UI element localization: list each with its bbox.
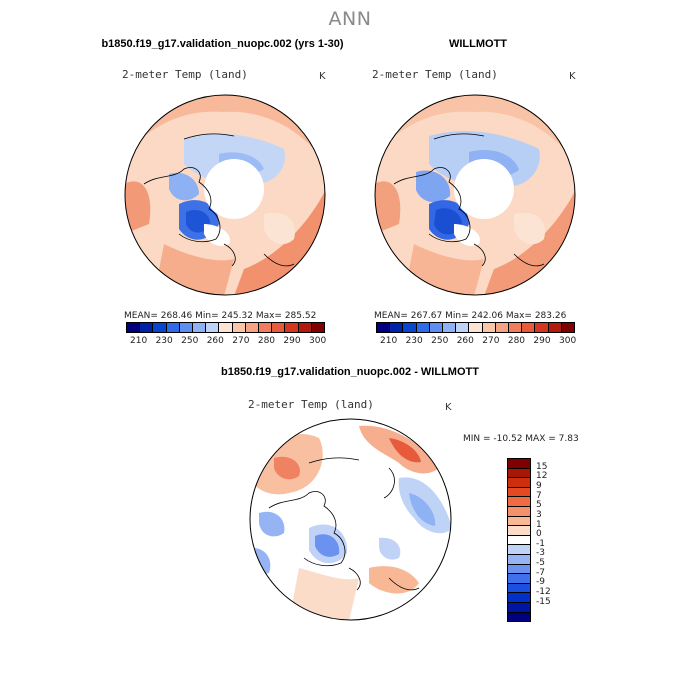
colorbar-swatch [508, 554, 530, 565]
panel-2-variable-label: 2-meter Temp (land) [372, 68, 498, 81]
colorbar-swatch [469, 323, 483, 332]
colorbar-swatch [548, 323, 562, 332]
colorbar-swatch [508, 468, 530, 479]
colorbar-swatch [508, 602, 530, 613]
colorbar-swatch [509, 323, 523, 332]
panel-1-polar-map [124, 94, 326, 296]
colorbar-swatch [206, 323, 220, 332]
colorbar-tick-label: -9 [536, 577, 545, 588]
colorbar-tick-label: 300 [559, 336, 577, 346]
colorbar-swatch [508, 487, 530, 498]
colorbar-swatch [298, 323, 312, 332]
colorbar-swatch [127, 323, 141, 332]
colorbar-swatch [443, 323, 457, 332]
colorbar-swatch [456, 323, 470, 332]
colorbar-swatch [561, 323, 575, 332]
panel-1-title: b1850.f19_g17.validation_nuopc.002 (yrs … [101, 38, 344, 50]
colorbar-swatch [508, 459, 530, 469]
panel-3-variable-label: 2-meter Temp (land) [248, 398, 374, 411]
colorbar-tick-label: 300 [309, 336, 327, 346]
colorbar-tick-label: 290 [533, 336, 551, 346]
panel-2-colorbar [376, 322, 575, 333]
colorbar-swatch [285, 323, 299, 332]
colorbar-tick-label: 12 [536, 471, 548, 482]
colorbar-tick-label: 9 [536, 480, 542, 491]
colorbar-swatch [259, 323, 273, 332]
colorbar-tick-label: 290 [283, 336, 301, 346]
panel-1-units-label: K [319, 71, 326, 82]
colorbar-tick-label: 15 [536, 461, 548, 472]
colorbar-swatch [153, 323, 167, 332]
panel-2-stats: MEAN= 267.67 Min= 242.06 Max= 283.26 [374, 311, 567, 321]
colorbar-tick-label: 1 [536, 519, 542, 530]
colorbar-tick-label: 3 [536, 509, 542, 520]
colorbar-tick-label: 210 [130, 336, 148, 346]
colorbar-swatch [179, 323, 194, 332]
colorbar-tick-label: 260 [456, 336, 474, 346]
colorbar-tick-label: 280 [507, 336, 526, 346]
colorbar-tick-label: 270 [232, 336, 250, 346]
colorbar-tick-label: 260 [206, 336, 224, 346]
colorbar-swatch [508, 574, 530, 584]
colorbar-swatch [508, 583, 530, 594]
figure-title: ANN [328, 8, 372, 30]
colorbar-tick-label: -15 [536, 596, 551, 607]
colorbar-swatch [272, 323, 286, 332]
colorbar-tick-label: 7 [536, 490, 542, 501]
panel-3-polar-map [249, 418, 452, 621]
colorbar-tick-label: 0 [536, 529, 542, 540]
panel-3-colorbar [507, 458, 531, 622]
colorbar-swatch [311, 323, 325, 332]
colorbar-swatch [232, 323, 246, 332]
colorbar-tick-label: -1 [536, 538, 545, 549]
colorbar-swatch [416, 323, 430, 332]
colorbar-tick-label: -12 [536, 587, 551, 598]
colorbar-swatch [193, 323, 207, 332]
colorbar-swatch [508, 516, 530, 527]
panel-1-colorbar [126, 322, 325, 333]
panel-3-units-label: K [445, 402, 452, 413]
colorbar-tick-label: 280 [257, 336, 276, 346]
colorbar-swatch [482, 323, 496, 332]
colorbar-tick-label: -7 [536, 567, 545, 578]
colorbar-tick-label: -3 [536, 548, 545, 559]
colorbar-swatch [508, 497, 530, 507]
colorbar-tick-label: 5 [536, 500, 542, 511]
colorbar-swatch [508, 593, 530, 603]
colorbar-tick-label: 230 [155, 336, 173, 346]
panel-2-title: WILLMOTT [448, 38, 508, 50]
panel-2-units-label: K [569, 71, 576, 82]
colorbar-swatch [535, 323, 549, 332]
colorbar-tick-label: 250 [431, 336, 449, 346]
colorbar-swatch [508, 526, 530, 536]
colorbar-tick-label: 210 [380, 336, 398, 346]
colorbar-swatch [508, 506, 530, 517]
panel-3-stats: MIN = -10.52 MAX = 7.83 [463, 434, 579, 444]
colorbar-swatch [219, 323, 233, 332]
colorbar-swatch [140, 323, 154, 332]
colorbar-swatch [522, 323, 536, 332]
colorbar-tick-label: 270 [482, 336, 500, 346]
colorbar-swatch [508, 535, 530, 546]
colorbar-swatch [508, 564, 530, 575]
panel-1-stats: MEAN= 268.46 Min= 245.32 Max= 285.52 [124, 311, 317, 321]
colorbar-swatch [403, 323, 417, 332]
colorbar-swatch [166, 323, 180, 332]
colorbar-swatch [245, 323, 260, 332]
panel-2-polar-map [374, 94, 576, 296]
panel-3-title: b1850.f19_g17.validation_nuopc.002 - WIL… [221, 366, 479, 378]
colorbar-tick-label: -5 [536, 558, 545, 569]
colorbar-swatch [508, 545, 530, 555]
colorbar-swatch [377, 323, 391, 332]
colorbar-tick-label: 250 [181, 336, 199, 346]
colorbar-swatch [508, 612, 530, 622]
colorbar-swatch [390, 323, 404, 332]
colorbar-tick-label: 230 [405, 336, 423, 346]
colorbar-swatch [508, 478, 530, 488]
panel-1-variable-label: 2-meter Temp (land) [122, 68, 248, 81]
colorbar-swatch [429, 323, 444, 332]
colorbar-swatch [495, 323, 510, 332]
